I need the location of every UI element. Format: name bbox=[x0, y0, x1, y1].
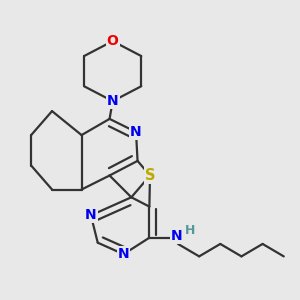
Text: N: N bbox=[85, 208, 97, 222]
Text: N: N bbox=[130, 125, 142, 139]
Text: O: O bbox=[107, 34, 118, 48]
Text: N: N bbox=[171, 229, 182, 243]
Text: S: S bbox=[145, 168, 155, 183]
Text: N: N bbox=[107, 94, 118, 108]
Text: H: H bbox=[184, 224, 195, 237]
Text: N: N bbox=[118, 247, 129, 261]
